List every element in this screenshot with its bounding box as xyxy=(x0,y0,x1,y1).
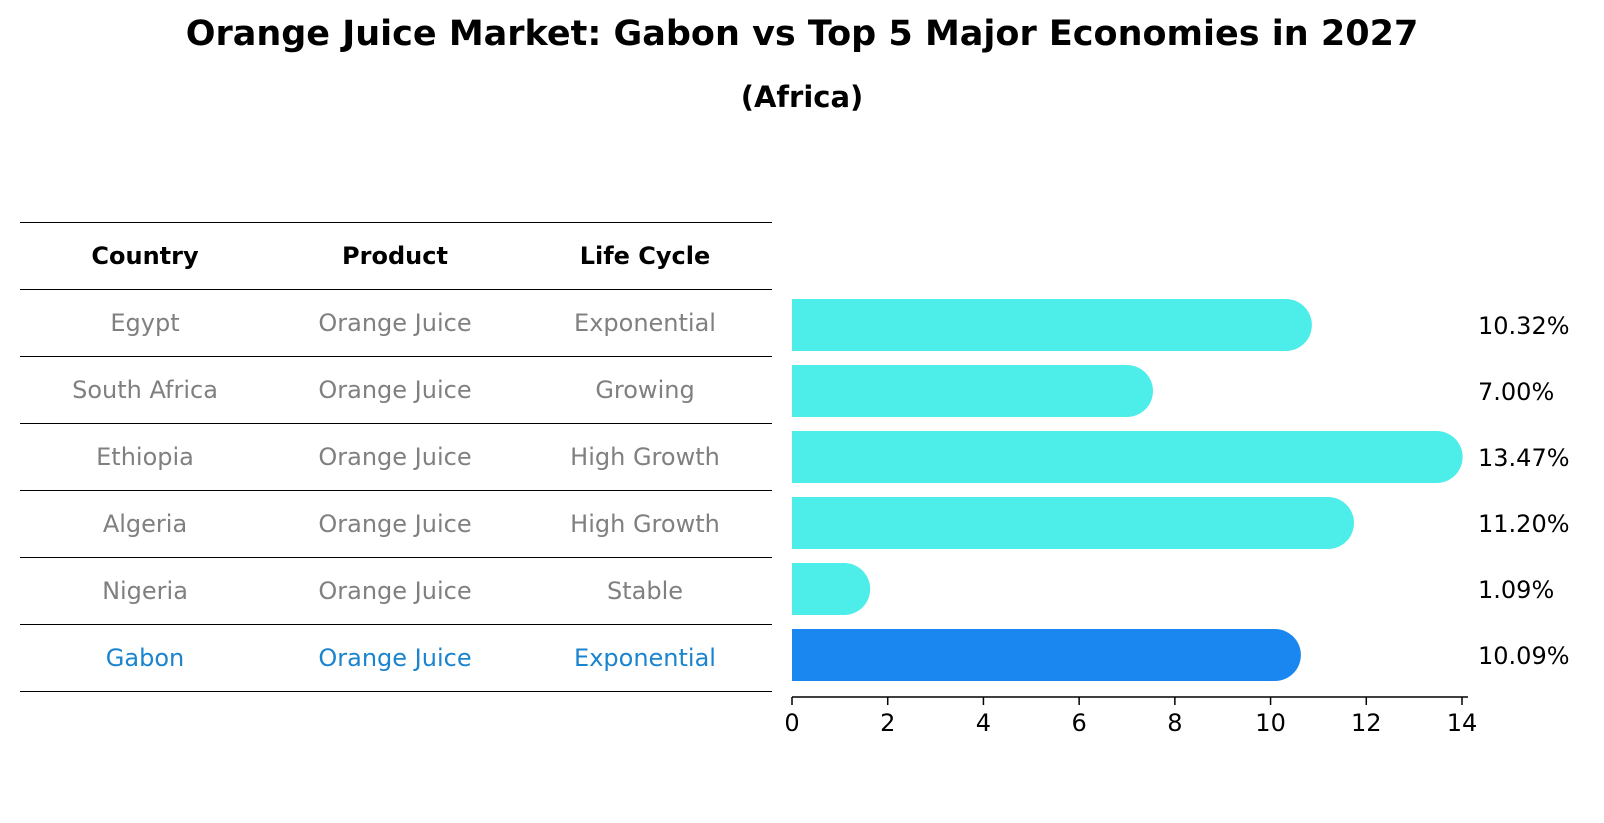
bar xyxy=(792,563,871,615)
table-row: Nigeria Orange Juice Stable xyxy=(20,557,772,624)
country-cell: Ethiopia xyxy=(96,443,194,471)
product-cell: Orange Juice xyxy=(318,510,472,538)
bar-value-label: 13.47% xyxy=(1478,444,1570,472)
x-tick-label: 6 xyxy=(1072,709,1087,737)
chart-subtitle: (Africa) xyxy=(740,80,864,114)
x-tick-label: 8 xyxy=(1167,709,1182,737)
bar xyxy=(792,299,1312,351)
life-cycle-cell: High Growth xyxy=(570,443,720,471)
bar-value-label: 7.00% xyxy=(1478,378,1554,406)
bar-value-label: 1.09% xyxy=(1478,576,1554,604)
product-cell: Orange Juice xyxy=(318,644,472,672)
bar-value-label: 10.32% xyxy=(1478,312,1570,340)
table-row: Egypt Orange Juice Exponential xyxy=(20,289,772,356)
life-cycle-cell: Growing xyxy=(595,376,695,404)
column-header-product: Product xyxy=(342,242,448,270)
product-cell: Orange Juice xyxy=(318,309,472,337)
table-header-row: Country Product Life Cycle xyxy=(20,222,772,289)
life-cycle-cell: High Growth xyxy=(570,510,720,538)
x-tick-label: 2 xyxy=(880,709,895,737)
country-cell: South Africa xyxy=(72,376,218,404)
bar xyxy=(792,365,1153,417)
column-header-life-cycle: Life Cycle xyxy=(579,242,711,270)
column-header-country: Country xyxy=(91,242,199,270)
product-cell: Orange Juice xyxy=(318,577,472,605)
table-row: South Africa Orange Juice Growing xyxy=(20,356,772,423)
x-tick-label: 10 xyxy=(1255,709,1286,737)
bar xyxy=(792,431,1463,483)
table-row: Ethiopia Orange Juice High Growth xyxy=(20,423,772,490)
x-tick-label: 4 xyxy=(976,709,991,737)
bar-value-label: 10.09% xyxy=(1478,642,1570,670)
life-cycle-cell: Exponential xyxy=(574,644,716,672)
bar-value-label: 11.20% xyxy=(1478,510,1570,538)
data-table: Country Product Life Cycle Egypt Orange … xyxy=(20,222,772,692)
bar xyxy=(792,497,1354,549)
x-tick-label: 12 xyxy=(1351,709,1382,737)
x-tick-label: 14 xyxy=(1447,709,1478,737)
chart-title: Orange Juice Market: Gabon vs Top 5 Majo… xyxy=(185,14,1419,54)
product-cell: Orange Juice xyxy=(318,443,472,471)
country-cell: Nigeria xyxy=(102,577,188,605)
bar-highlight xyxy=(792,629,1301,681)
life-cycle-cell: Stable xyxy=(606,577,684,605)
country-cell: Gabon xyxy=(105,644,185,672)
country-cell: Algeria xyxy=(102,510,188,538)
table-row-highlight: Gabon Orange Juice Exponential xyxy=(20,624,772,692)
table-row: Algeria Orange Juice High Growth xyxy=(20,490,772,557)
life-cycle-cell: Exponential xyxy=(574,309,716,337)
x-tick-label: 0 xyxy=(784,709,799,737)
product-cell: Orange Juice xyxy=(318,376,472,404)
country-cell: Egypt xyxy=(110,309,180,337)
